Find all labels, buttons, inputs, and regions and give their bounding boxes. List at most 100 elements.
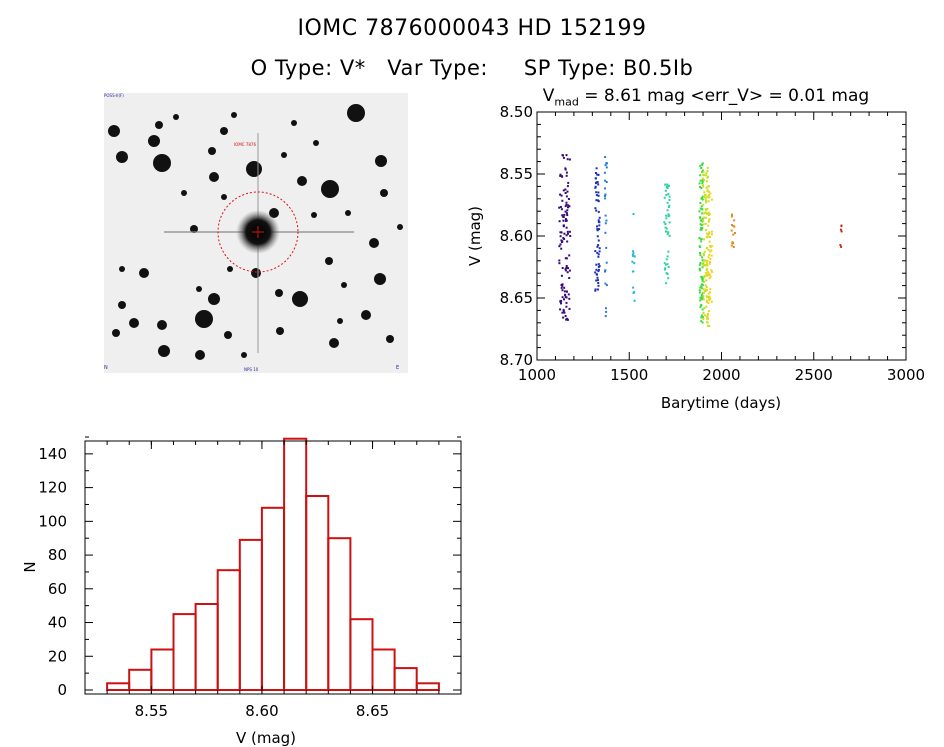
finder-star: [347, 104, 365, 122]
light-curve-point: [700, 205, 703, 208]
light-curve-point: [597, 255, 600, 258]
finder-star: [374, 273, 386, 285]
light-curve-point: [704, 272, 707, 275]
finder-stars: [108, 104, 403, 360]
light-curve-point: [604, 197, 607, 200]
light-curve-point: [704, 193, 706, 196]
light-curve-point: [708, 310, 710, 313]
light-curve-point: [605, 284, 608, 287]
light-curve-point: [558, 245, 561, 248]
light-curve-point: [664, 189, 667, 192]
light-curve-point: [565, 301, 568, 304]
finder-star: [297, 176, 307, 186]
finder-star: [190, 225, 198, 233]
light-curve-point: [733, 219, 736, 222]
light-curve-point: [561, 214, 564, 217]
light-curve-point: [709, 236, 711, 239]
light-curve-point: [732, 242, 735, 245]
light-curve-point: [702, 203, 705, 206]
light-curve-point: [631, 254, 634, 256]
light-curve-point: [604, 193, 607, 196]
light-curve-point: [561, 267, 564, 269]
light-curve-point: [562, 154, 564, 157]
light-curve-point: [564, 268, 567, 271]
light-curve-point: [605, 261, 608, 264]
light-curve-point: [705, 172, 708, 175]
light-curve-point: [666, 183, 669, 186]
light-curve-point: [565, 212, 568, 215]
light-curve-point: [706, 274, 709, 277]
light-curve-point: [559, 206, 562, 208]
light-curve-point: [605, 310, 608, 313]
finder-star: [155, 121, 163, 129]
light-curve-xtick-label: 2500: [795, 366, 833, 384]
light-curve-point: [663, 262, 666, 265]
light-curve-point: [699, 246, 702, 249]
light-curve-point: [564, 315, 567, 317]
light-curve-point: [561, 240, 564, 243]
light-curve-point: [698, 263, 701, 266]
light-curve-point: [664, 268, 666, 271]
light-curve-point: [604, 269, 607, 272]
light-curve-point: [597, 239, 600, 242]
light-curve-point: [699, 223, 702, 226]
light-curve-point: [708, 277, 711, 280]
light-curve-point: [604, 179, 607, 182]
light-curve-point: [604, 270, 606, 273]
finder-star: [251, 268, 261, 278]
histogram-bar: [305, 495, 330, 691]
light-curve-point: [703, 275, 706, 278]
light-curve-point: [710, 233, 713, 236]
finder-star: [129, 318, 139, 328]
light-curve-point: [709, 288, 712, 291]
light-curve-point: [666, 209, 669, 212]
histogram-xtick-label: 8.55: [135, 702, 168, 720]
light-curve-point: [604, 231, 607, 234]
finder-star: [173, 114, 179, 120]
light-curve-point: [699, 299, 702, 302]
finder-star: [148, 135, 160, 147]
light-curve-point: [708, 231, 711, 234]
light-curve-point: [704, 197, 707, 200]
histogram-xtick-label: 8.60: [245, 702, 278, 720]
var-type-label: Var Type:: [387, 56, 488, 80]
light-curve-point: [705, 279, 708, 282]
light-curve-point: [701, 278, 704, 281]
light-curve-point: [700, 227, 702, 230]
light-curve-point: [566, 318, 569, 321]
light-curve-point: [706, 264, 709, 267]
light-curve-point: [701, 256, 704, 259]
light-curve-point: [560, 194, 563, 197]
light-curve-point: [839, 244, 842, 247]
light-curve-point: [569, 235, 572, 237]
light-curve-xtick-label: 1000: [518, 366, 556, 384]
light-curve-point: [707, 200, 710, 203]
light-curve-point: [708, 297, 711, 300]
light-curve-point: [698, 182, 701, 185]
light-curve-point: [701, 208, 704, 211]
light-curve-xlabel: Barytime (days): [661, 394, 781, 412]
finder-star: [158, 345, 170, 357]
light-curve-point: [666, 201, 669, 204]
light-curve-point: [701, 180, 704, 183]
light-curve-xtick-label: 3000: [887, 366, 925, 384]
light-curve-point: [568, 297, 571, 300]
light-curve-point: [564, 294, 567, 297]
light-curve-point: [703, 191, 706, 194]
light-curve-point: [701, 321, 704, 324]
light-curve-point: [699, 252, 701, 254]
light-curve-point: [708, 299, 711, 302]
light-curve-point: [699, 286, 702, 289]
light-curve-point: [565, 257, 568, 260]
light-curve-point: [559, 243, 562, 246]
light-curve-point: [703, 276, 706, 279]
light-curve-point: [702, 298, 705, 301]
light-curve-point: [594, 177, 597, 180]
light-curve-point: [605, 307, 607, 310]
finder-star: [231, 112, 237, 118]
light-curve-point: [562, 316, 565, 319]
light-curve-point: [702, 316, 704, 319]
finder-star: [181, 190, 187, 196]
histogram-bars: [106, 437, 440, 692]
light-curve-point: [562, 310, 565, 312]
